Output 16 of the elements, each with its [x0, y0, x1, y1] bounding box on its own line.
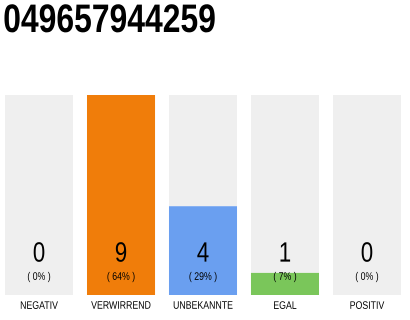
data-label: 4 — [197, 242, 209, 262]
data-label: 1 — [280, 242, 290, 262]
chart-title: 049657944259 — [4, 4, 215, 32]
data-label: 9 — [116, 242, 126, 262]
annotation: ( 0% ) — [28, 272, 50, 282]
x-tick-label: POSITIV — [350, 301, 384, 309]
annotation: ( 29% ) — [189, 272, 217, 282]
annotation: ( 7% ) — [274, 272, 296, 282]
x-tick-label: EGAL — [274, 301, 296, 309]
x-tick-label: VERWIRREND — [91, 301, 150, 309]
annotation: ( 0% ) — [356, 272, 378, 282]
x-tick-label: UNBEKANNTE — [174, 301, 233, 309]
x-tick-label: NEGATIV — [20, 301, 58, 309]
annotation: 0 — [362, 242, 372, 262]
annotation: 0 — [34, 242, 44, 262]
annotation: ( 64% ) — [107, 272, 135, 282]
